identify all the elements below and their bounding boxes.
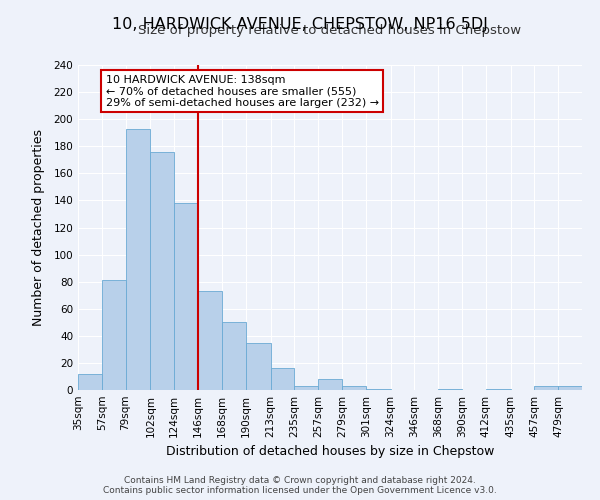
Bar: [102, 280, 125, 390]
Bar: [78, 374, 102, 390]
Bar: [558, 386, 582, 390]
Bar: [174, 203, 198, 390]
Bar: [318, 379, 342, 390]
X-axis label: Distribution of detached houses by size in Chepstow: Distribution of detached houses by size …: [166, 446, 494, 458]
Bar: [535, 386, 558, 390]
Bar: [271, 368, 295, 390]
Bar: [198, 291, 222, 390]
Bar: [125, 128, 151, 390]
Bar: [222, 322, 245, 390]
Bar: [486, 388, 511, 390]
Text: Contains HM Land Registry data © Crown copyright and database right 2024.
Contai: Contains HM Land Registry data © Crown c…: [103, 476, 497, 495]
Bar: [245, 342, 271, 390]
Bar: [151, 152, 174, 390]
Bar: [438, 388, 462, 390]
Text: 10, HARDWICK AVENUE, CHEPSTOW, NP16 5DJ: 10, HARDWICK AVENUE, CHEPSTOW, NP16 5DJ: [112, 18, 488, 32]
Title: Size of property relative to detached houses in Chepstow: Size of property relative to detached ho…: [139, 24, 521, 38]
Text: 10 HARDWICK AVENUE: 138sqm
← 70% of detached houses are smaller (555)
29% of sem: 10 HARDWICK AVENUE: 138sqm ← 70% of deta…: [106, 74, 379, 108]
Y-axis label: Number of detached properties: Number of detached properties: [32, 129, 45, 326]
Bar: [295, 386, 318, 390]
Bar: [342, 386, 365, 390]
Bar: [365, 388, 391, 390]
